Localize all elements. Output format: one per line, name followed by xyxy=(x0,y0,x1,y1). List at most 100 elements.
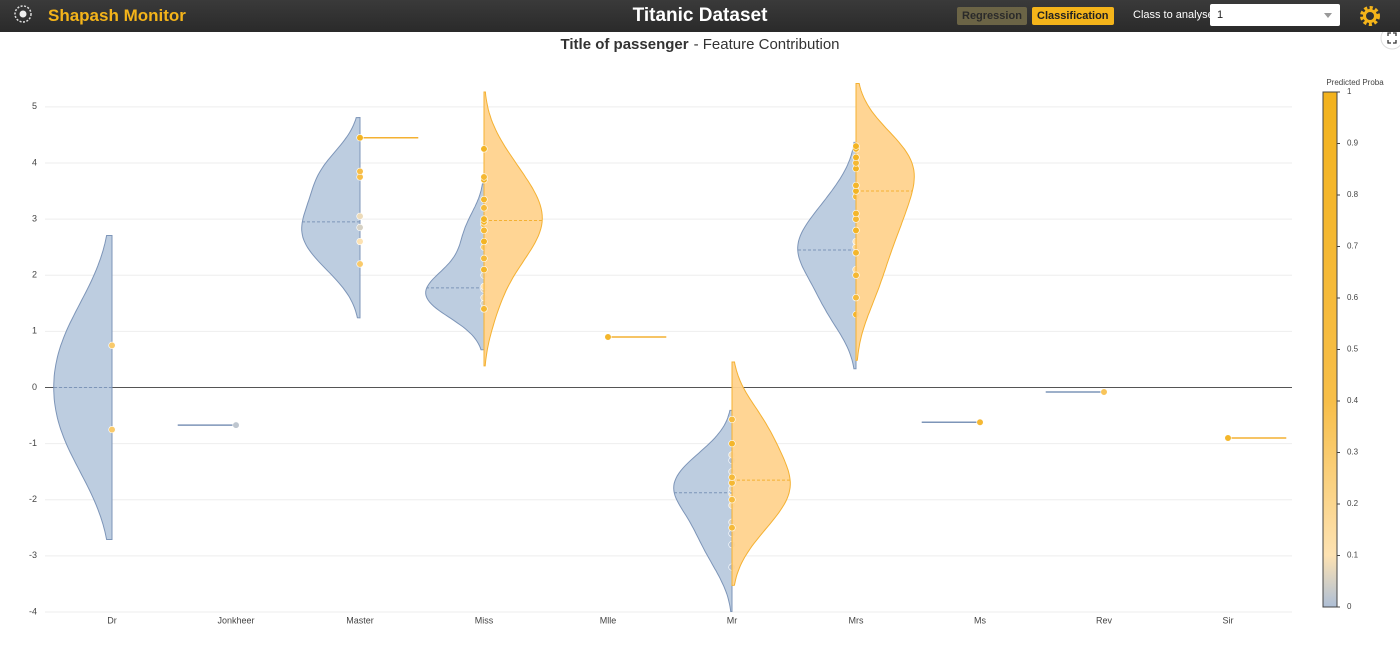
violin xyxy=(921,418,984,426)
violin xyxy=(480,91,543,367)
y-tick-label: 3 xyxy=(32,213,37,223)
gear-teeth[interactable] xyxy=(1360,6,1380,26)
x-tick-label: Mr xyxy=(727,615,738,625)
brand: Shapash Monitor xyxy=(48,6,186,25)
fullscreen-icon[interactable] xyxy=(1387,32,1397,44)
point xyxy=(480,215,488,223)
y-tick-label: -2 xyxy=(29,494,37,504)
y-tick-label: 0 xyxy=(32,382,37,392)
y-tick-label: 1 xyxy=(32,326,37,336)
x-tick-label: Master xyxy=(346,615,374,625)
colorbar-title: Predicted Proba xyxy=(1326,78,1384,87)
point xyxy=(108,425,116,434)
logo xyxy=(14,5,32,23)
x-tick-label: Jonkheer xyxy=(217,615,254,625)
x-tick-label: Mlle xyxy=(600,615,617,625)
point xyxy=(1100,388,1108,396)
colorbar xyxy=(1322,91,1338,608)
select-caret xyxy=(1324,13,1332,18)
colorbar-tick-label: 1 xyxy=(1347,87,1352,96)
point xyxy=(480,173,488,181)
point xyxy=(356,237,364,246)
point xyxy=(356,212,364,220)
title-suffix: - Feature Contribution xyxy=(694,36,840,53)
x-tick-label: Ms xyxy=(974,615,986,625)
point xyxy=(480,305,488,313)
gear-body[interactable] xyxy=(1363,9,1377,23)
colorbar-tick-label: 0.1 xyxy=(1347,551,1359,560)
violin-body xyxy=(425,183,485,351)
point xyxy=(480,254,488,262)
point xyxy=(728,415,736,424)
violin xyxy=(604,333,667,341)
y-tick-label: 4 xyxy=(32,157,37,167)
x-tick-label: Mrs xyxy=(849,615,864,625)
violin-body xyxy=(53,234,113,541)
settings-button[interactable] xyxy=(1358,4,1382,28)
point xyxy=(356,134,364,142)
point xyxy=(108,341,116,349)
colorbar-tick-label: 0.7 xyxy=(1347,242,1359,251)
class-value: 1 xyxy=(1217,9,1224,21)
point xyxy=(852,153,860,161)
x-tick-label: Rev xyxy=(1096,615,1113,625)
class-label: Class to analyse xyxy=(1133,9,1214,21)
colorbar-tick-label: 0.3 xyxy=(1347,448,1359,457)
point xyxy=(604,333,612,341)
point xyxy=(852,181,860,190)
violin-body xyxy=(673,409,733,613)
point xyxy=(232,421,240,429)
point xyxy=(728,473,736,481)
x-tick-label: Dr xyxy=(107,615,117,625)
title-feature: Title of passenger xyxy=(561,36,689,53)
x-tick-label: Sir xyxy=(1223,615,1234,625)
point xyxy=(480,195,488,204)
point xyxy=(480,266,488,274)
y-tick-label: -1 xyxy=(29,438,37,448)
point xyxy=(480,226,488,234)
violin xyxy=(301,117,364,319)
point xyxy=(728,496,736,504)
point xyxy=(852,294,860,302)
y-tick-label: -4 xyxy=(29,606,37,616)
class-select[interactable]: 1 xyxy=(1210,4,1340,26)
violin xyxy=(1224,434,1287,442)
violin xyxy=(797,141,860,370)
chart-title: Title of passenger - Feature Contribution xyxy=(561,36,840,53)
point xyxy=(852,209,860,218)
point xyxy=(480,204,488,212)
point xyxy=(852,142,860,150)
point xyxy=(852,226,860,234)
logo-ring xyxy=(14,5,32,23)
violin-body xyxy=(301,117,361,319)
point xyxy=(728,524,736,532)
colorbar-tick-label: 0.2 xyxy=(1347,499,1359,508)
classification-button[interactable]: Classification xyxy=(1032,7,1114,25)
caret xyxy=(1324,13,1332,18)
colorbar-tick-label: 0.8 xyxy=(1347,190,1359,199)
violin xyxy=(728,361,791,586)
header: Shapash Monitor Titanic Dataset Regressi… xyxy=(0,0,1400,32)
violin-body xyxy=(731,361,791,586)
y-tick-label: 5 xyxy=(32,101,37,111)
point xyxy=(728,440,736,448)
violin-body xyxy=(797,141,857,370)
colorbar-tick-label: 0.5 xyxy=(1347,345,1359,354)
point xyxy=(852,249,860,257)
point xyxy=(356,167,364,175)
point xyxy=(852,271,860,279)
violin xyxy=(673,409,736,613)
violin-body xyxy=(483,91,543,367)
point xyxy=(356,260,364,268)
colorbar-tick-label: 0.9 xyxy=(1347,139,1359,148)
colorbar-tick-label: 0.6 xyxy=(1347,293,1359,302)
colorbar-tick-label: 0 xyxy=(1347,602,1352,611)
point xyxy=(976,418,984,426)
violin xyxy=(425,183,488,351)
regression-button[interactable]: Regression xyxy=(957,7,1027,25)
point xyxy=(480,145,488,153)
point xyxy=(356,223,364,232)
violin xyxy=(1045,388,1108,396)
